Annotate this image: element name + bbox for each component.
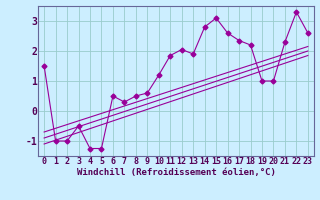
X-axis label: Windchill (Refroidissement éolien,°C): Windchill (Refroidissement éolien,°C)	[76, 168, 276, 177]
